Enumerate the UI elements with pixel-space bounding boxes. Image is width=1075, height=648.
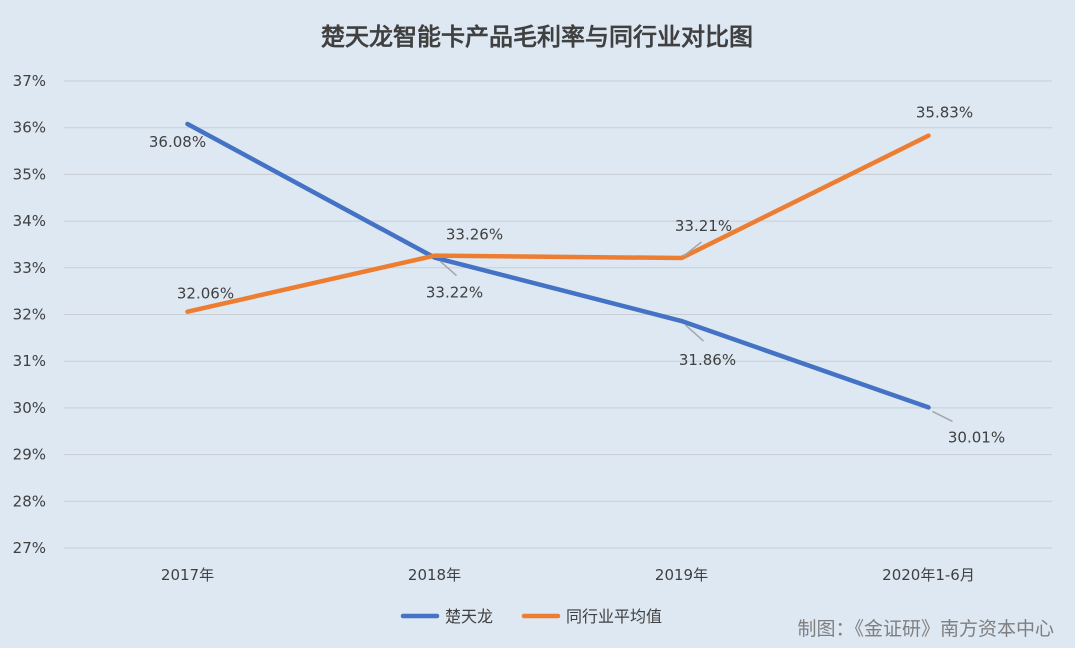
data-label: 30.01%: [948, 428, 1005, 446]
label-leader-line: [932, 410, 953, 423]
credit-text: 制图：《金证研》南方资本中心: [797, 618, 1054, 640]
label-leader-line: [683, 241, 702, 257]
x-tick-label: 2020年1-6月: [882, 566, 975, 584]
y-tick-label: 30%: [13, 399, 46, 417]
data-label: 33.21%: [675, 217, 732, 235]
x-tick-label: 2018年: [408, 566, 461, 584]
y-tick-label: 35%: [13, 165, 46, 183]
series-group: [185, 121, 931, 410]
y-tick-label: 29%: [13, 446, 46, 464]
y-tick-label: 37%: [13, 72, 46, 90]
gridlines: [64, 80, 1052, 549]
data-labels: 36.08% 33.22% 31.86% 30.01% 32.06% 33.26% 33.2…: [149, 104, 1005, 447]
data-label: 33.26%: [446, 226, 503, 244]
data-label: 35.83%: [916, 104, 973, 122]
x-tick-label: 2017年: [161, 566, 214, 584]
y-tick-label: 27%: [13, 539, 46, 557]
legend-label-1: 同行业平均值: [566, 607, 662, 626]
chart-title: 楚天龙智能卡产品毛利率与同行业对比图: [321, 23, 753, 51]
x-axis: 2017年 2018年 2019年 2020年1-6月: [161, 566, 975, 584]
legend-label-0: 楚天龙: [445, 607, 493, 626]
legend: 楚天龙 同行业平均值: [400, 607, 662, 626]
data-label: 31.86%: [679, 351, 736, 369]
y-tick-label: 28%: [13, 492, 46, 510]
data-label: 32.06%: [177, 285, 234, 303]
y-tick-label: 32%: [13, 306, 46, 324]
y-axis: 27% 28% 29% 30% 31% 32% 33% 34% 35% 36% 37%: [13, 72, 46, 557]
series-line-1: [185, 133, 931, 314]
y-tick-label: 31%: [13, 352, 46, 370]
label-leader-line: [685, 324, 704, 342]
label-leader-line: [440, 260, 457, 277]
data-label: 33.22%: [426, 284, 483, 302]
series-line-0: [185, 121, 931, 410]
y-tick-label: 34%: [13, 212, 46, 230]
data-label: 36.08%: [149, 133, 206, 151]
y-tick-label: 33%: [13, 259, 46, 277]
x-tick-label: 2019年: [655, 566, 708, 584]
y-tick-label: 36%: [13, 119, 46, 137]
